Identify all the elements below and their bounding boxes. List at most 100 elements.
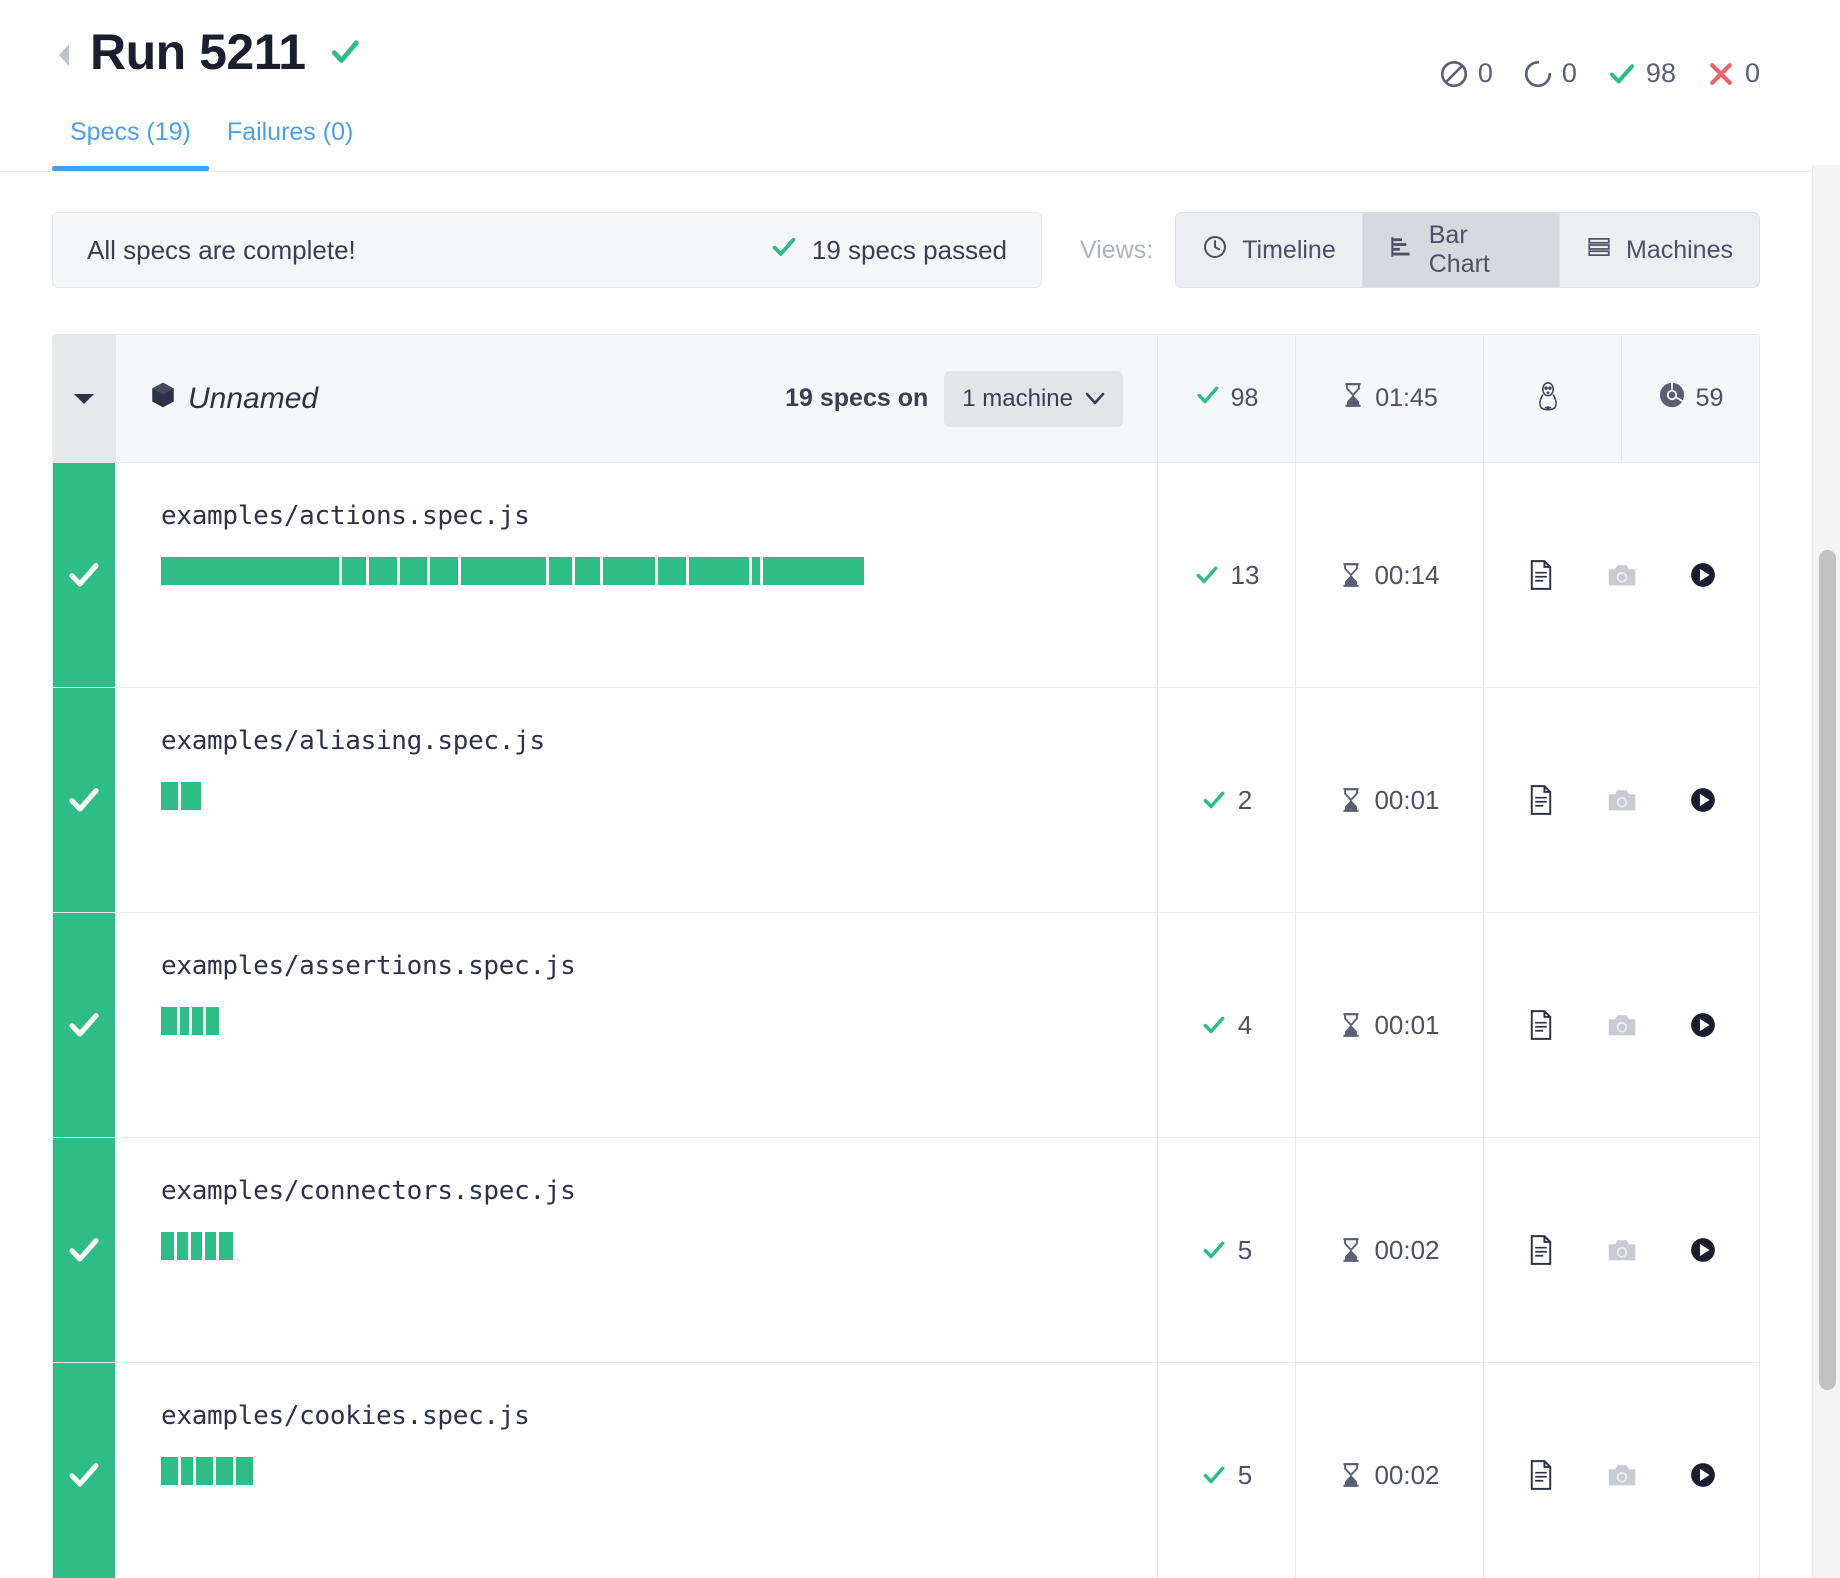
spec-bar-chart (161, 557, 1157, 585)
page-title: Run 5211 (90, 24, 306, 80)
spec-row[interactable]: examples/connectors.spec.js 5 00:02 (53, 1138, 1759, 1363)
camera-icon (1607, 1462, 1637, 1488)
spec-body: examples/assertions.spec.js (115, 913, 1157, 1137)
spec-test-segment (369, 557, 397, 585)
document-icon[interactable] (1527, 560, 1555, 590)
play-icon[interactable] (1689, 1011, 1717, 1039)
spec-filename[interactable]: examples/actions.spec.js (161, 501, 530, 531)
stat-failed: 0 (1706, 58, 1760, 89)
stat-pending: 0 (1523, 58, 1577, 89)
group-stats: 98 01:45 (1157, 335, 1759, 462)
stat-failed-value: 0 (1744, 58, 1760, 88)
machine-selector[interactable]: 1 machine (944, 370, 1123, 427)
pending-icon (1523, 59, 1553, 89)
spec-bar-chart (161, 782, 1157, 810)
group-header-main: Unnamed 19 specs on 1 machine (115, 335, 1157, 462)
group-os-cell (1483, 335, 1621, 462)
hourglass-icon (1341, 382, 1365, 415)
page-scrollbar-track[interactable] (1812, 165, 1840, 1578)
completion-banner: All specs are complete! 19 specs passed (52, 212, 1042, 288)
spec-test-segment (763, 557, 864, 585)
spec-duration-cell: 00:14 (1295, 463, 1483, 687)
spec-actions-cell (1483, 1138, 1759, 1362)
cube-icon (150, 381, 176, 417)
spec-test-segment (161, 557, 339, 585)
spec-test-segment (181, 782, 201, 810)
document-icon[interactable] (1527, 1010, 1555, 1040)
passed-summary: 19 specs passed (770, 233, 1007, 268)
views-label: Views: (1080, 235, 1154, 264)
spec-test-segment (575, 557, 600, 585)
spec-duration-value: 00:02 (1374, 1459, 1440, 1490)
spec-duration-cell: 00:02 (1295, 1138, 1483, 1362)
stat-skipped: 0 (1439, 58, 1493, 89)
spec-actions-cell (1483, 913, 1759, 1137)
spec-row[interactable]: examples/actions.spec.js 13 00:14 (53, 463, 1759, 688)
header-divider (0, 171, 1812, 172)
spec-test-segment (689, 557, 749, 585)
group-machines-block: 19 specs on 1 machine (785, 370, 1123, 427)
spec-duration-value: 00:14 (1374, 559, 1440, 590)
spec-filename[interactable]: examples/connectors.spec.js (161, 1176, 576, 1206)
play-icon[interactable] (1689, 786, 1717, 814)
spec-row[interactable]: examples/aliasing.spec.js 2 00:01 (53, 688, 1759, 913)
spec-row[interactable]: examples/assertions.spec.js 4 00:01 (53, 913, 1759, 1138)
spec-stats: 5 00:02 (1157, 1138, 1759, 1362)
tab-specs-label: Specs (19) (70, 118, 191, 146)
passed-icon (1607, 59, 1637, 89)
spec-test-segment (161, 1007, 177, 1035)
group-passed-value: 98 (1230, 384, 1259, 412)
spec-bar-chart (161, 1457, 1157, 1485)
play-icon[interactable] (1689, 1236, 1717, 1264)
skipped-icon (1439, 59, 1469, 89)
document-icon[interactable] (1527, 1235, 1555, 1265)
view-machines-button[interactable]: Machines (1560, 213, 1759, 287)
passed-check-icon (770, 233, 798, 268)
passed-icon (1195, 382, 1221, 415)
spec-filename[interactable]: examples/assertions.spec.js (161, 951, 576, 981)
spec-passed-cell: 4 (1157, 913, 1295, 1137)
spec-body: examples/cookies.spec.js (115, 1363, 1157, 1578)
spec-test-segment (180, 1007, 189, 1035)
spec-passed-cell: 5 (1157, 1363, 1295, 1578)
page-header: Run 5211 0 (0, 0, 1812, 171)
tab-specs[interactable]: Specs (19) (52, 112, 209, 171)
spec-filename[interactable]: examples/aliasing.spec.js (161, 726, 545, 756)
spec-test-segment (177, 1232, 188, 1260)
spec-status-indicator (53, 688, 115, 912)
server-icon (1586, 234, 1612, 267)
play-icon[interactable] (1689, 561, 1717, 589)
chevron-down-icon (74, 393, 94, 404)
page-scrollbar-thumb[interactable] (1819, 550, 1836, 1390)
stat-skipped-value: 0 (1477, 58, 1493, 88)
stat-pending-value: 0 (1561, 58, 1577, 88)
machine-selector-label: 1 machine (962, 384, 1073, 412)
run-status-check-icon (328, 35, 362, 69)
group-collapse-toggle[interactable] (53, 335, 115, 462)
spec-duration-value: 00:01 (1374, 1009, 1440, 1040)
group-name-block: Unnamed (150, 381, 318, 417)
spec-test-segment (236, 1457, 253, 1485)
spec-row[interactable]: examples/cookies.spec.js 5 00:02 (53, 1363, 1759, 1578)
view-barchart-button[interactable]: Bar Chart (1362, 213, 1560, 287)
spec-actions-cell (1483, 463, 1759, 687)
group-browser-version: 59 (1695, 384, 1724, 412)
document-icon[interactable] (1527, 785, 1555, 815)
chevron-down-icon (1085, 392, 1105, 405)
document-icon[interactable] (1527, 1460, 1555, 1490)
spec-test-segment (400, 557, 427, 585)
spec-test-segment (206, 1007, 219, 1035)
stat-passed: 98 (1607, 58, 1676, 89)
spec-body: examples/actions.spec.js (115, 463, 1157, 687)
tab-bar: Specs (19) Failures (0) (52, 104, 1760, 171)
spec-test-segment (196, 1457, 213, 1485)
tab-failures[interactable]: Failures (0) (209, 112, 371, 171)
play-icon[interactable] (1689, 1461, 1717, 1489)
specs-toolbar: All specs are complete! 19 specs passed … (0, 172, 1812, 288)
back-button[interactable] (52, 43, 76, 67)
spec-filename[interactable]: examples/cookies.spec.js (161, 1401, 530, 1431)
view-timeline-button[interactable]: Timeline (1176, 213, 1363, 287)
completion-message: All specs are complete! (87, 234, 356, 265)
spec-stats: 2 00:01 (1157, 688, 1759, 912)
